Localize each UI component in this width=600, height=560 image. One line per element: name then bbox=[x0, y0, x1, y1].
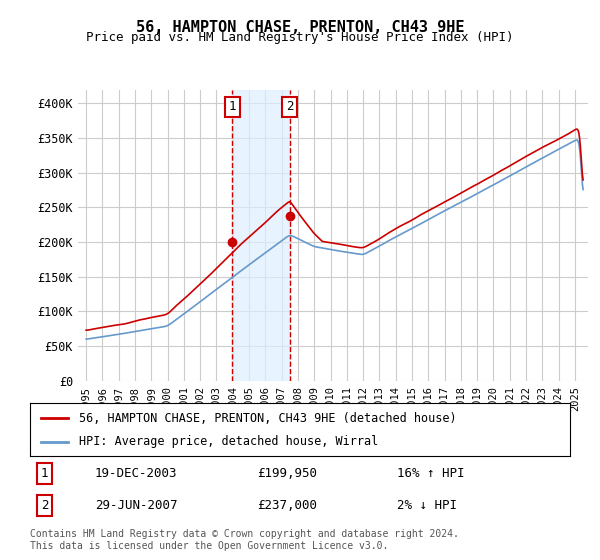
Text: 29-JUN-2007: 29-JUN-2007 bbox=[95, 499, 178, 512]
Text: Price paid vs. HM Land Registry's House Price Index (HPI): Price paid vs. HM Land Registry's House … bbox=[86, 31, 514, 44]
Text: Contains HM Land Registry data © Crown copyright and database right 2024.
This d: Contains HM Land Registry data © Crown c… bbox=[30, 529, 459, 551]
Text: £237,000: £237,000 bbox=[257, 499, 317, 512]
Text: 56, HAMPTON CHASE, PRENTON, CH43 9HE (detached house): 56, HAMPTON CHASE, PRENTON, CH43 9HE (de… bbox=[79, 412, 456, 424]
Text: 16% ↑ HPI: 16% ↑ HPI bbox=[397, 467, 465, 480]
Text: 1: 1 bbox=[229, 100, 236, 114]
Text: 19-DEC-2003: 19-DEC-2003 bbox=[95, 467, 178, 480]
Text: 1: 1 bbox=[41, 467, 48, 480]
Text: 56, HAMPTON CHASE, PRENTON, CH43 9HE: 56, HAMPTON CHASE, PRENTON, CH43 9HE bbox=[136, 20, 464, 35]
Text: £199,950: £199,950 bbox=[257, 467, 317, 480]
Bar bbox=[232, 90, 290, 381]
Text: HPI: Average price, detached house, Wirral: HPI: Average price, detached house, Wirr… bbox=[79, 435, 378, 448]
Text: 2: 2 bbox=[286, 100, 293, 114]
Text: 2% ↓ HPI: 2% ↓ HPI bbox=[397, 499, 457, 512]
Text: 2: 2 bbox=[41, 499, 48, 512]
